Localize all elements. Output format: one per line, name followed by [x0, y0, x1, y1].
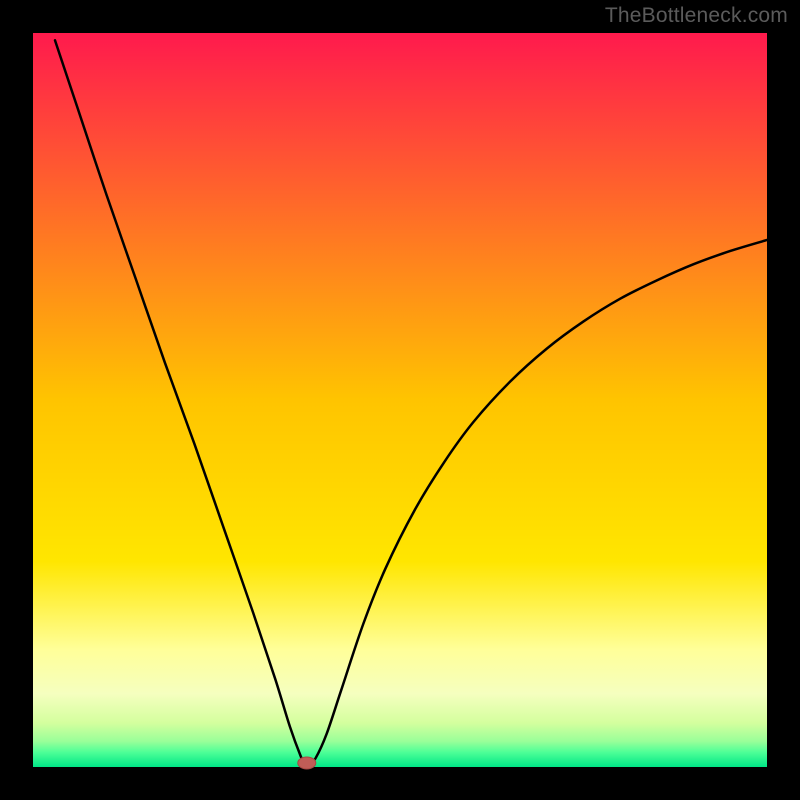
- watermark-text: TheBottleneck.com: [605, 4, 788, 28]
- plot-background: [33, 33, 767, 767]
- minimum-marker: [298, 757, 316, 769]
- chart-container: TheBottleneck.com: [0, 0, 800, 800]
- bottleneck-chart: [0, 0, 800, 800]
